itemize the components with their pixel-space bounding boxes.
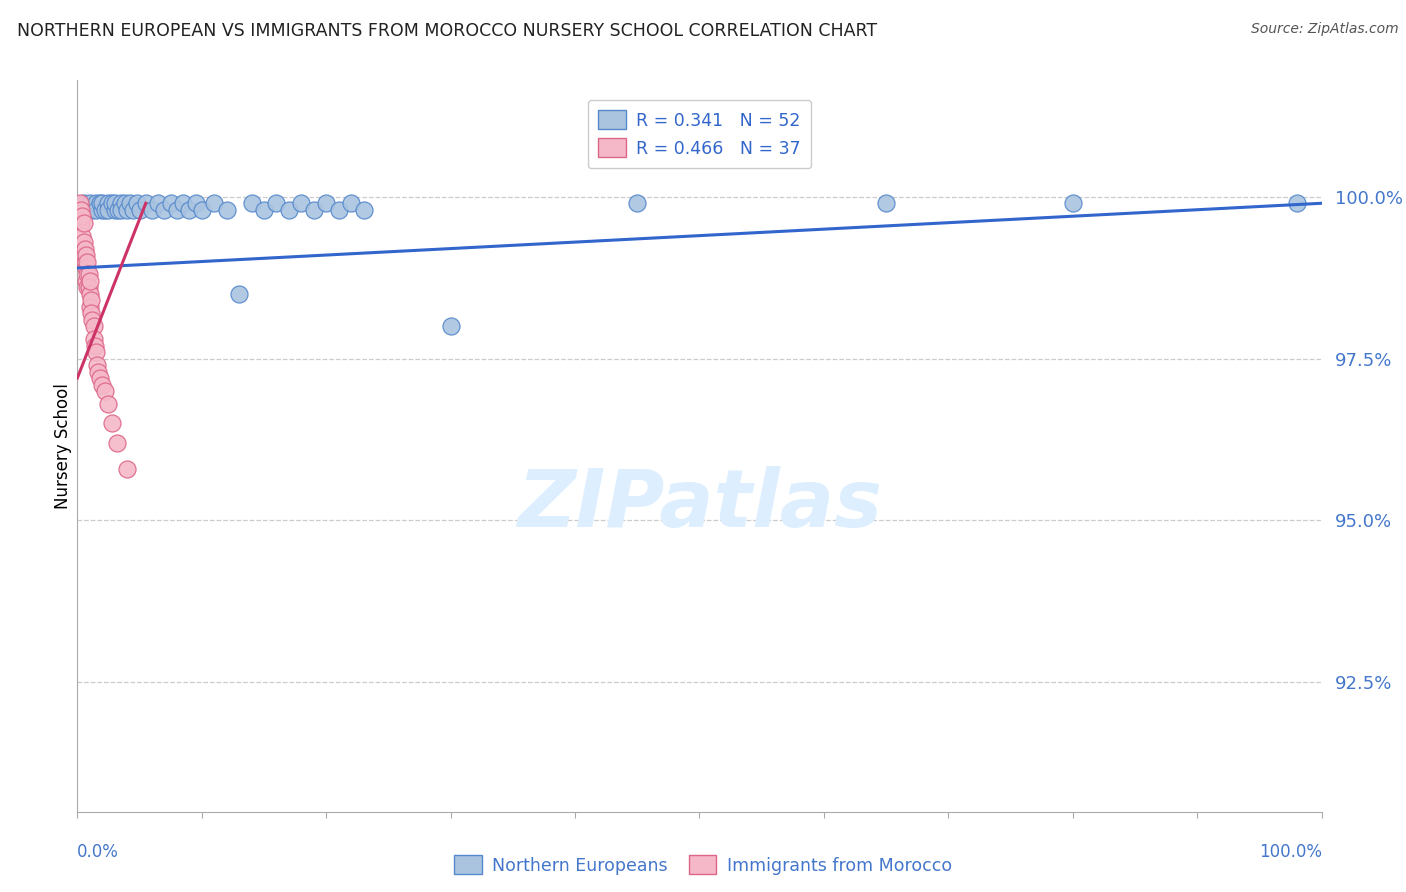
Point [80, 306, 103, 320]
Point [290, 196, 312, 211]
Point [159, 196, 181, 211]
Point [107, 202, 129, 217]
Point [228, 286, 250, 301]
Point [97, 196, 120, 211]
Point [82, 312, 104, 326]
Point [125, 196, 148, 211]
Point [110, 196, 132, 211]
Text: ZIPatlas: ZIPatlas [517, 466, 882, 543]
Legend: Northern Europeans, Immigrants from Morocco: Northern Europeans, Immigrants from Moro… [447, 848, 959, 881]
Point [97, 202, 120, 217]
Point [302, 202, 325, 217]
Point [253, 202, 276, 217]
Point [215, 202, 238, 217]
Point [89, 196, 111, 211]
Point [72, 248, 94, 262]
Point [79, 286, 101, 301]
Point [79, 300, 101, 314]
Point [266, 196, 288, 211]
Point [76, 254, 98, 268]
Point [72, 228, 94, 243]
Point [91, 196, 114, 211]
Point [115, 461, 138, 475]
Point [141, 202, 163, 217]
Point [179, 202, 201, 217]
Point [72, 209, 94, 223]
Legend: R = 0.341   N = 52, R = 0.466   N = 37: R = 0.341 N = 52, R = 0.466 N = 37 [588, 100, 811, 168]
Point [93, 384, 115, 398]
Point [75, 248, 97, 262]
Point [114, 196, 136, 211]
Point [118, 196, 141, 211]
Point [315, 196, 337, 211]
Point [70, 216, 93, 230]
Point [110, 202, 132, 217]
Point [277, 202, 299, 217]
Point [1285, 196, 1308, 211]
Y-axis label: Nursery School: Nursery School [53, 383, 72, 509]
Text: 100.0%: 100.0% [1258, 843, 1322, 861]
Point [166, 202, 188, 217]
Point [202, 196, 225, 211]
Point [84, 196, 107, 211]
Point [77, 268, 100, 282]
Point [240, 196, 263, 211]
Point [73, 242, 96, 256]
Point [148, 196, 170, 211]
Point [191, 202, 214, 217]
Point [91, 377, 114, 392]
Point [72, 216, 94, 230]
Point [128, 202, 150, 217]
Point [86, 358, 108, 372]
Point [1062, 196, 1084, 211]
Point [84, 345, 107, 359]
Point [89, 371, 111, 385]
Point [440, 319, 463, 334]
Point [104, 202, 127, 217]
Point [77, 280, 100, 294]
Point [115, 202, 138, 217]
Point [75, 260, 97, 275]
Point [87, 365, 110, 379]
Point [83, 332, 105, 346]
Point [153, 202, 176, 217]
Point [76, 202, 98, 217]
Point [184, 196, 207, 211]
Point [76, 268, 98, 282]
Point [626, 196, 648, 211]
Point [69, 196, 91, 211]
Point [328, 202, 350, 217]
Text: 0.0%: 0.0% [77, 843, 120, 861]
Point [340, 196, 363, 211]
Point [91, 202, 114, 217]
Point [75, 274, 97, 288]
Point [80, 293, 103, 308]
Point [135, 196, 157, 211]
Point [72, 196, 94, 211]
Text: Source: ZipAtlas.com: Source: ZipAtlas.com [1251, 22, 1399, 37]
Point [122, 202, 145, 217]
Point [72, 235, 94, 249]
Point [104, 196, 127, 211]
Point [76, 280, 98, 294]
Point [82, 202, 104, 217]
Point [101, 196, 124, 211]
Text: NORTHERN EUROPEAN VS IMMIGRANTS FROM MOROCCO NURSERY SCHOOL CORRELATION CHART: NORTHERN EUROPEAN VS IMMIGRANTS FROM MOR… [17, 22, 877, 40]
Point [875, 196, 897, 211]
Point [353, 202, 375, 217]
Point [83, 339, 105, 353]
Point [84, 202, 107, 217]
Point [172, 196, 194, 211]
Point [73, 254, 96, 268]
Point [93, 202, 115, 217]
Point [83, 319, 105, 334]
Point [79, 196, 101, 211]
Point [101, 417, 124, 431]
Point [70, 202, 93, 217]
Point [79, 274, 101, 288]
Point [97, 397, 120, 411]
Point [105, 435, 128, 450]
